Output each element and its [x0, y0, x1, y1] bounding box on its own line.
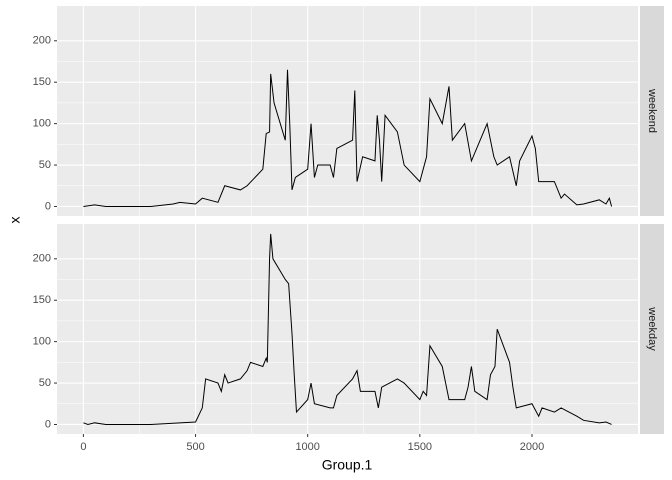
x-tick-label: 2000	[520, 441, 544, 453]
x-axis-title: Group.1	[322, 457, 373, 473]
y-tick-label: 50	[39, 377, 51, 389]
data-line	[83, 233, 612, 425]
y-tick-label: 200	[33, 35, 51, 47]
strip-label: weekday	[646, 306, 658, 351]
panel-background	[57, 6, 638, 216]
strip-label: weekend	[646, 88, 658, 133]
y-axis-title: x	[7, 217, 23, 224]
x-tick-label: 1500	[408, 441, 432, 453]
y-tick-label: 100	[33, 118, 51, 130]
strip-background	[640, 6, 664, 216]
y-tick-label: 50	[39, 159, 51, 171]
data-line	[83, 69, 613, 207]
x-tick-label: 0	[80, 441, 86, 453]
y-tick-label: 200	[33, 253, 51, 265]
strip-background	[640, 224, 664, 434]
y-tick-label: 0	[45, 418, 51, 430]
y-tick-label: 0	[45, 200, 51, 212]
x-tick-label: 500	[186, 441, 204, 453]
y-tick-label: 100	[33, 336, 51, 348]
x-tick-label: 1000	[295, 441, 319, 453]
y-tick-label: 150	[33, 76, 51, 88]
panel-background	[57, 224, 638, 434]
y-tick-label: 150	[33, 294, 51, 306]
